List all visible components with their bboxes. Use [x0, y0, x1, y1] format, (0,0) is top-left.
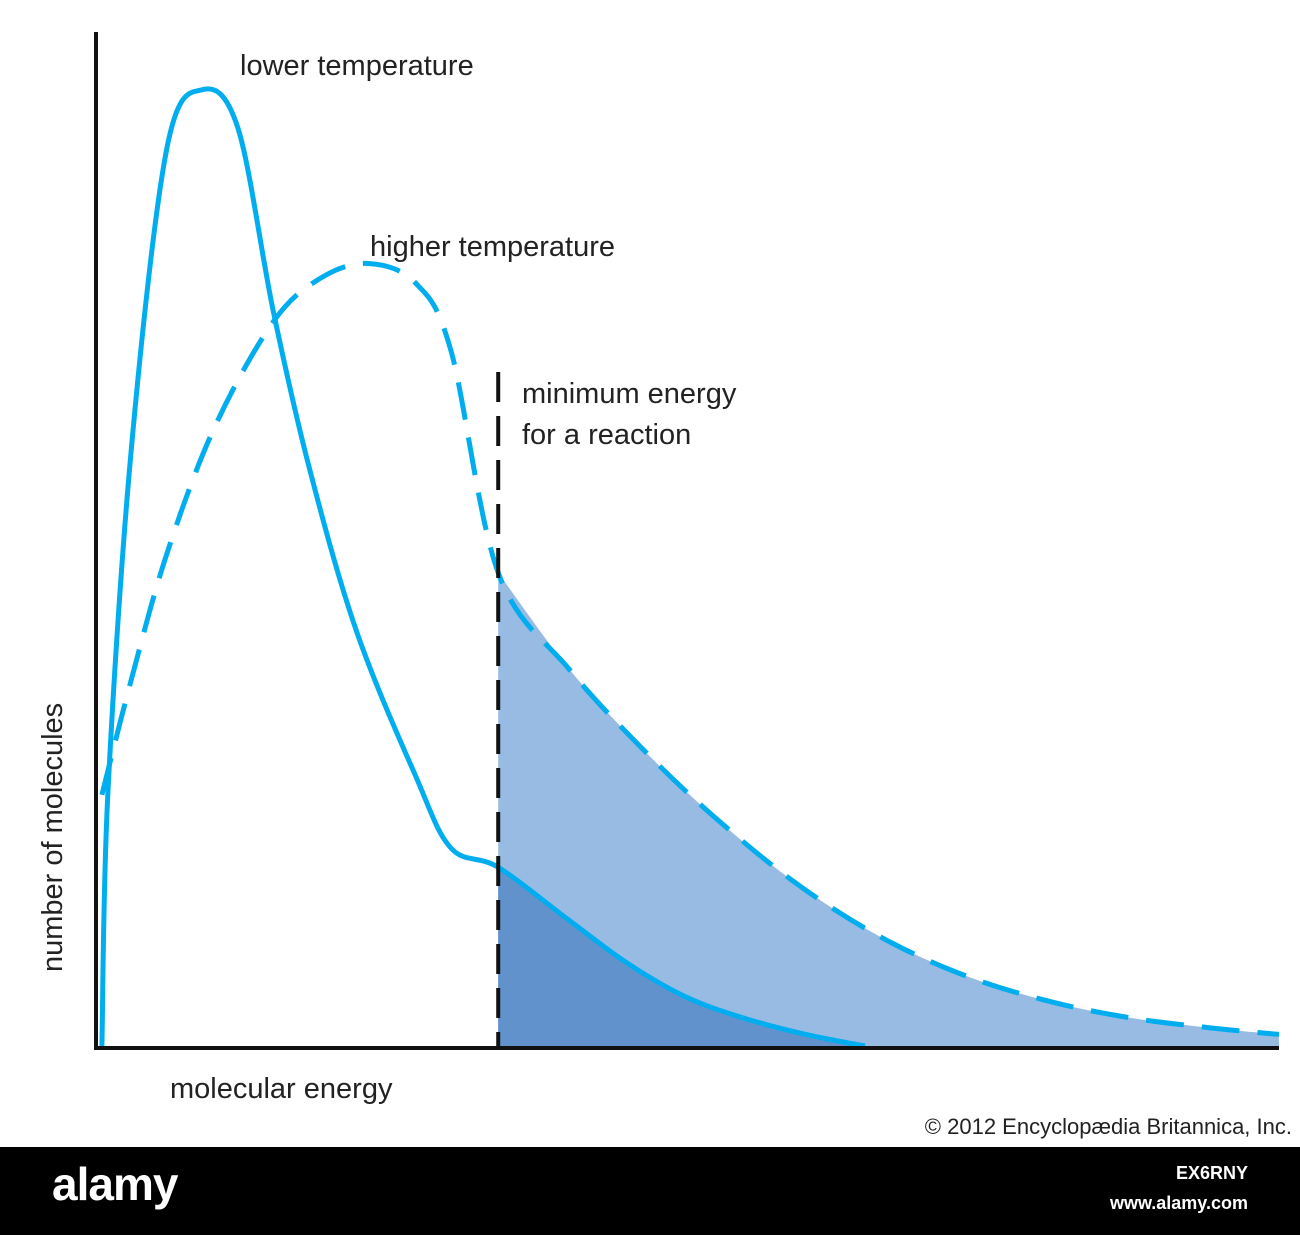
lower-temperature-curve [99, 86, 866, 1049]
higher-temperature-shaded-area [498, 572, 1279, 1046]
threshold-label-line-1: minimum energy [522, 378, 737, 410]
higher-temperature-curve [99, 260, 1280, 1037]
copyright-text: © 2012 Encyclopædia Britannica, Inc. [924, 1114, 1292, 1139]
threshold-label-line-2: for a reaction [522, 419, 691, 451]
chart: lower temperature higher temperature min… [37, 32, 1280, 1105]
lower-temperature-shaded-area [498, 867, 865, 1046]
y-axis-label: number of molecules [37, 703, 69, 972]
higher-temperature-label: higher temperature [370, 231, 615, 263]
curves [99, 86, 1280, 1049]
lower-temperature-label: lower temperature [240, 50, 474, 82]
image-id: EX6RNY [1175, 1163, 1248, 1183]
shaded-areas [498, 572, 1279, 1046]
source-url: www.alamy.com [1109, 1193, 1248, 1213]
alamy-logo: alamy [52, 1158, 178, 1210]
watermark-banner: alamy EX6RNY www.alamy.com [0, 1147, 1300, 1235]
x-axis-label: molecular energy [170, 1073, 393, 1105]
